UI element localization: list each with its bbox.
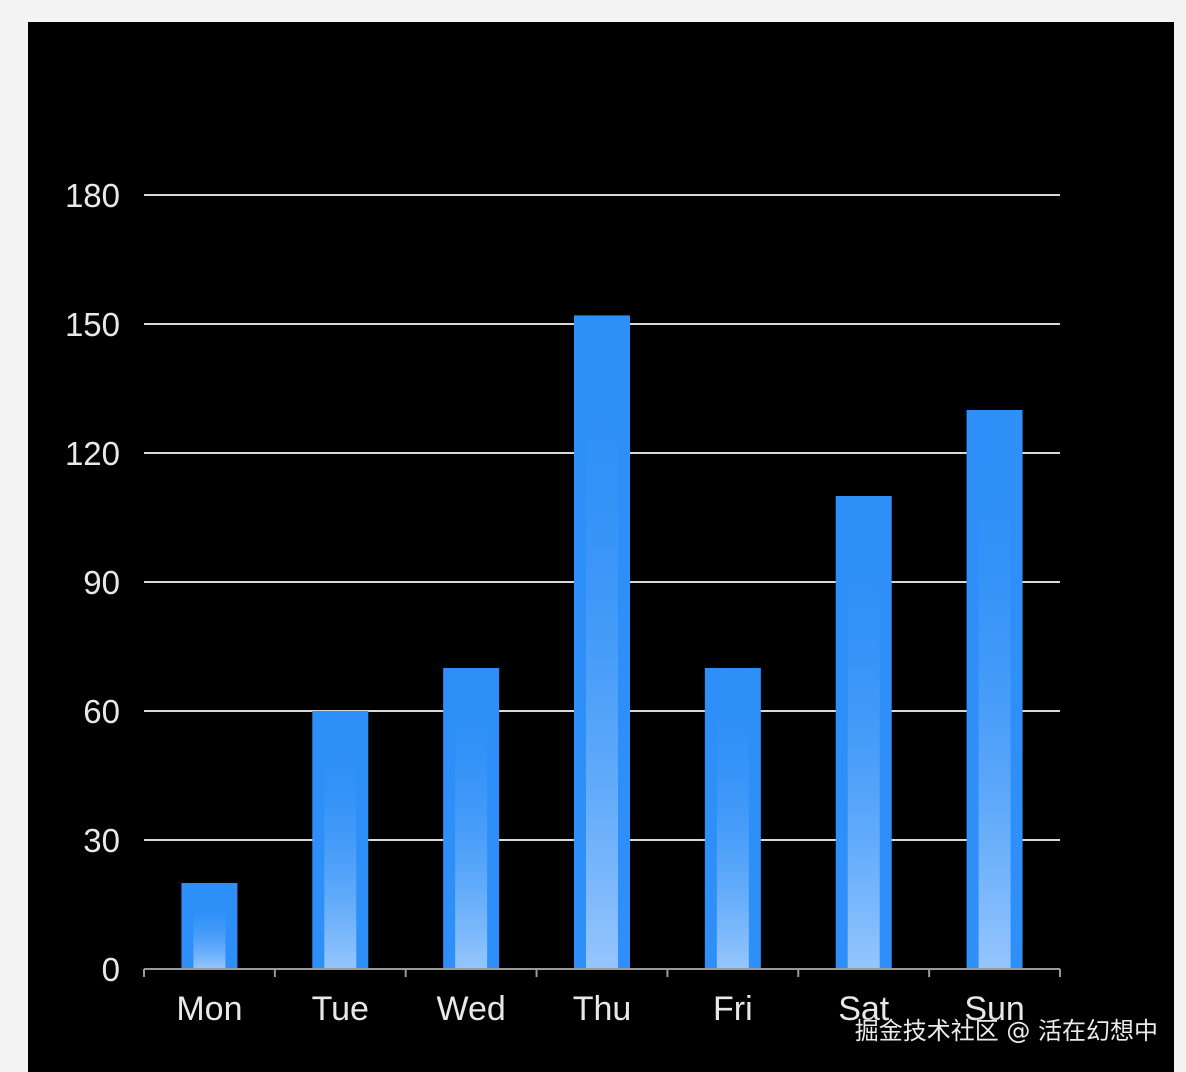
y-tick-label: 150 [65, 306, 120, 343]
watermark-text: 掘金技术社区 @ 活在幻想中 [854, 1017, 1158, 1045]
bars [181, 315, 1023, 969]
bar-highlight-sat [847, 512, 880, 969]
y-tick-label: 90 [83, 564, 120, 601]
x-axis-tick-labels: Mon Tue Wed Thu Fri Sat Sun [176, 990, 1024, 1028]
bar-highlight-fri [716, 684, 749, 969]
chart-panel: 0 30 60 90 120 150 180 Mon Tue Wed Thu Fri Sat Sun [28, 22, 1174, 1072]
x-tick-label: Fri [713, 990, 753, 1028]
x-tick-label: Sat [838, 990, 890, 1028]
y-axis-tick-labels: 0 30 60 90 120 150 180 [65, 177, 120, 988]
bar-highlight-tue [324, 727, 357, 969]
x-tick-label: Tue [312, 990, 369, 1028]
x-tick-label: Mon [176, 990, 242, 1028]
bar-highlight-thu [586, 331, 618, 969]
bar-highlight-mon [193, 899, 226, 969]
x-tick-label: Thu [573, 990, 632, 1028]
y-tick-label: 180 [65, 177, 120, 214]
y-tick-label: 0 [102, 951, 120, 988]
y-tick-label: 120 [65, 435, 120, 472]
bar-highlight-sun [978, 426, 1011, 969]
bar-highlight-wed [455, 684, 488, 969]
x-tick-label: Wed [436, 990, 505, 1028]
y-tick-label: 60 [83, 693, 120, 730]
bar-chart: 0 30 60 90 120 150 180 Mon Tue Wed Thu Fri Sat Sun [65, 177, 1061, 1028]
x-tick-label: Sun [964, 990, 1025, 1028]
x-axis [143, 968, 1061, 977]
y-tick-label: 30 [83, 822, 120, 859]
